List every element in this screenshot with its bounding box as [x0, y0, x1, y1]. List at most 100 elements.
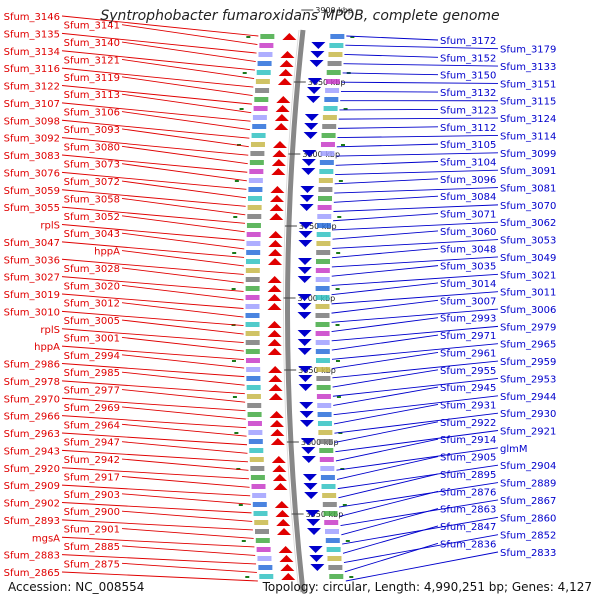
- right-gene-label: Sfum_3123: [440, 105, 496, 116]
- feature-strip: [252, 493, 267, 498]
- right-connector: [333, 213, 439, 222]
- left-gene: [267, 330, 282, 337]
- feature-strip: [250, 142, 265, 147]
- feature-strip: [315, 322, 330, 327]
- right-connector: [332, 230, 439, 240]
- left-gene: [272, 150, 287, 157]
- right-gene: [303, 132, 318, 139]
- feature-strip: [317, 205, 332, 210]
- feature-strip: [320, 475, 335, 480]
- marker-tick: [343, 108, 348, 110]
- left-gene: [268, 375, 283, 382]
- right-connector: [331, 282, 439, 296]
- right-connector: [331, 325, 499, 342]
- right-gene-label: Sfum_3105: [440, 140, 496, 151]
- left-gene: [271, 168, 286, 175]
- left-connector: [61, 397, 246, 412]
- left-gene-label: Sfum_2942: [64, 455, 120, 466]
- feature-strip: [315, 277, 330, 282]
- right-gene: [304, 492, 319, 499]
- left-connector: [121, 58, 255, 80]
- feature-strip: [315, 313, 330, 318]
- marker-tick: [234, 180, 239, 182]
- left-connector: [61, 171, 247, 190]
- feature-strip: [315, 304, 330, 309]
- left-gene: [280, 51, 295, 58]
- right-gene-label: Sfum_3096: [440, 175, 496, 186]
- feature-strip: [322, 502, 337, 507]
- right-gene-label: Sfum_2876: [440, 487, 496, 498]
- right-gene-label: Sfum_2955: [440, 366, 496, 377]
- right-gene: [298, 222, 313, 229]
- left-gene-label: Sfum_3001: [64, 333, 120, 344]
- feature-strip: [322, 124, 337, 129]
- left-connector: [121, 423, 247, 437]
- feature-strip: [322, 115, 337, 120]
- right-connector: [340, 499, 499, 527]
- feature-strip: [246, 376, 261, 381]
- right-connector: [331, 265, 439, 277]
- feature-strip: [247, 214, 262, 219]
- genome-title: Syntrophobacter fumaroxidans MPOB, compl…: [100, 8, 500, 24]
- left-gene-label: Sfum_3113: [64, 90, 120, 101]
- left-gene: [270, 429, 285, 436]
- left-connector: [121, 215, 245, 233]
- feature-strip: [248, 187, 263, 192]
- left-connector: [121, 406, 246, 420]
- feature-strip: [245, 331, 260, 336]
- feature-strip: [246, 241, 261, 246]
- left-gene: [269, 411, 284, 418]
- right-gene-label: Sfum_3132: [440, 88, 496, 99]
- right-gene-label: Sfum_3115: [500, 97, 556, 108]
- left-gene-label: Sfum_3080: [64, 142, 120, 153]
- left-connector: [61, 467, 250, 480]
- marker-tick: [335, 288, 340, 290]
- feature-strip: [247, 403, 262, 408]
- accession-text: Accession: NC_008554: [8, 580, 145, 594]
- right-connector: [338, 473, 439, 499]
- left-connector: [121, 458, 249, 471]
- left-gene: [269, 213, 284, 220]
- right-gene: [306, 96, 321, 103]
- left-gene-label: Sfum_2970: [4, 394, 60, 405]
- right-gene-label: Sfum_3114: [500, 131, 556, 142]
- feature-strip: [257, 61, 272, 66]
- left-gene: [280, 564, 295, 571]
- feature-strip: [250, 466, 265, 471]
- feature-strip: [245, 322, 260, 327]
- left-connector: [121, 145, 248, 165]
- feature-strip: [319, 448, 334, 453]
- left-gene: [274, 114, 289, 121]
- left-gene: [276, 519, 291, 526]
- left-connector: [61, 258, 244, 275]
- left-gene-label: rplS: [40, 221, 60, 232]
- marker-tick: [338, 432, 343, 434]
- feature-strip: [316, 250, 331, 255]
- right-connector: [333, 386, 439, 406]
- right-connector: [338, 117, 499, 120]
- left-gene: [272, 465, 287, 472]
- feature-strip: [251, 133, 266, 138]
- right-gene-label: Sfum_3179: [500, 45, 556, 56]
- feature-strip: [254, 520, 269, 525]
- feature-strip: [322, 493, 337, 498]
- feature-strip: [319, 457, 334, 462]
- left-connector: [121, 562, 257, 573]
- right-connector: [336, 456, 439, 480]
- right-gene: [311, 42, 326, 49]
- left-gene: [278, 546, 293, 553]
- left-gene: [277, 78, 292, 85]
- marker-tick: [242, 72, 247, 74]
- right-gene: [300, 195, 315, 202]
- left-connector: [61, 519, 253, 531]
- feature-strip: [245, 340, 260, 345]
- left-connector: [61, 15, 259, 37]
- left-connector: [121, 197, 246, 216]
- right-gene-label: Sfum_3070: [500, 201, 556, 212]
- marker-tick: [338, 180, 343, 182]
- right-gene-label: Sfum_2904: [500, 461, 556, 472]
- right-gene: [298, 240, 313, 247]
- left-connector: [61, 345, 244, 361]
- left-gene: [270, 195, 285, 202]
- left-connector: [121, 232, 245, 250]
